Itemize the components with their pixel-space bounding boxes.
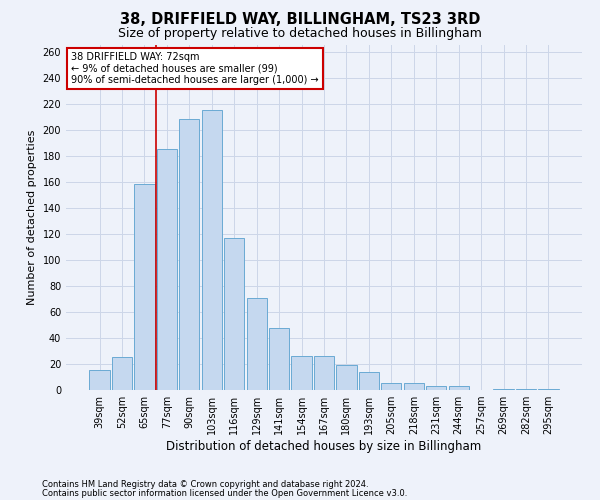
Text: Contains public sector information licensed under the Open Government Licence v3: Contains public sector information licen… — [42, 488, 407, 498]
X-axis label: Distribution of detached houses by size in Billingham: Distribution of detached houses by size … — [166, 440, 482, 453]
Bar — [202, 110, 222, 390]
Text: 38 DRIFFIELD WAY: 72sqm
← 9% of detached houses are smaller (99)
90% of semi-det: 38 DRIFFIELD WAY: 72sqm ← 9% of detached… — [71, 52, 319, 85]
Bar — [538, 388, 559, 390]
Bar — [292, 356, 311, 390]
Bar — [112, 358, 132, 390]
Text: 38, DRIFFIELD WAY, BILLINGHAM, TS23 3RD: 38, DRIFFIELD WAY, BILLINGHAM, TS23 3RD — [120, 12, 480, 28]
Bar — [224, 238, 244, 390]
Bar — [359, 372, 379, 390]
Bar — [516, 388, 536, 390]
Bar — [381, 384, 401, 390]
Bar — [269, 328, 289, 390]
Bar — [89, 370, 110, 390]
Bar — [426, 386, 446, 390]
Bar — [157, 149, 177, 390]
Bar — [493, 388, 514, 390]
Bar — [314, 356, 334, 390]
Text: Size of property relative to detached houses in Billingham: Size of property relative to detached ho… — [118, 28, 482, 40]
Text: Contains HM Land Registry data © Crown copyright and database right 2024.: Contains HM Land Registry data © Crown c… — [42, 480, 368, 489]
Bar — [247, 298, 267, 390]
Y-axis label: Number of detached properties: Number of detached properties — [27, 130, 37, 305]
Bar — [337, 366, 356, 390]
Bar — [404, 384, 424, 390]
Bar — [179, 119, 199, 390]
Bar — [449, 386, 469, 390]
Bar — [134, 184, 155, 390]
